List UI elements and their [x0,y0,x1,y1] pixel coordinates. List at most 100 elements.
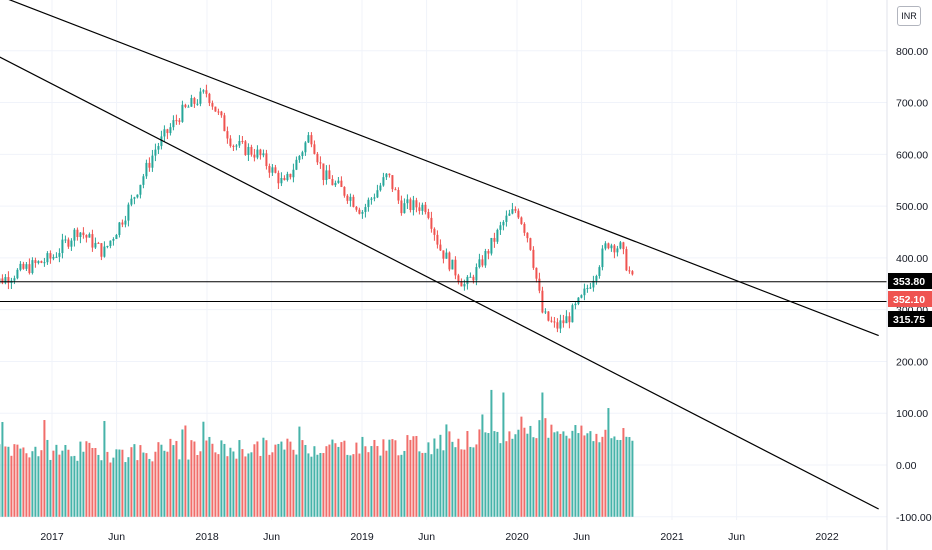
candle-body [568,316,571,323]
candle-body [493,237,496,242]
volume-bar [193,441,196,517]
volume-bar [262,437,265,517]
candle-body [133,197,136,199]
volume-bar [49,459,52,517]
volume-bar [295,454,298,517]
candle-body [58,253,61,257]
candle-body [517,210,520,218]
volume-bar [544,418,547,517]
volume-bar [532,437,535,517]
volume-bar [88,442,91,517]
candle-body [298,156,301,160]
candle-body [223,115,226,132]
candle-body [544,311,547,313]
trend-lines[interactable] [0,0,879,510]
candle-body [88,234,91,238]
candle-body [451,259,454,270]
candle-body [313,144,316,154]
candle-body [472,276,475,281]
volume-bar [580,425,583,517]
volume-bar [1,422,4,517]
volume-bar [613,436,616,517]
candle-body [595,276,598,281]
candle-body [130,198,133,205]
volume-bar [400,454,403,517]
volume-bar [202,421,205,517]
volume-bar [253,444,256,517]
candle-body [49,253,52,259]
candle-body [67,239,70,247]
candle-body [118,222,121,235]
candle-body [235,145,238,147]
volume-bar [259,455,262,517]
price-tag [888,291,932,307]
trend-line[interactable] [0,51,879,510]
candle-body [343,186,346,196]
y-tick-label: 100.00 [896,408,928,420]
volume-bar [553,432,556,517]
candle-body [481,259,484,266]
candle-body [196,103,199,105]
volume-bar [64,444,67,517]
volume-bar [232,451,235,517]
volume-bar [601,436,604,517]
candle-body [469,276,472,278]
time-axis[interactable]: 2017 Jun 2018 Jun 2019 Jun 2020 Jun 2021 Jun 2022 [40,531,839,543]
candle-body [136,194,139,198]
volume-bar [13,444,16,517]
candle-body [31,260,34,274]
volume-bar [505,441,508,517]
y-tick-label: -100.00 [896,512,932,524]
candle-body [121,222,124,225]
volume-bar [178,459,181,517]
volume-bar [481,414,484,517]
price-tag-label: 352.10 [893,294,925,306]
candle-body [376,190,379,198]
volume-bar [7,446,10,517]
volume-bar [451,441,454,517]
volume-bar [34,446,37,517]
volume-bar [433,438,436,517]
volume-bar [583,435,586,517]
candle-body [349,196,352,201]
candle-body [463,284,466,287]
x-tick-label: 2021 [660,531,684,543]
candle-body [112,239,115,241]
volume-bar [286,438,289,517]
candle-body [199,91,202,104]
volume-bar [25,453,28,517]
candle-body [502,221,505,226]
volume-bar [445,424,448,517]
currency-button[interactable]: INR [897,6,921,26]
candle-body [373,197,376,199]
candle-body [316,153,319,163]
volume-bar [16,444,19,517]
candle-body [292,169,295,178]
volume-bar [373,439,376,517]
candle-body [430,217,433,229]
candle-body [583,288,586,296]
candle-body [619,242,622,249]
candle-body [148,162,151,168]
x-tick-label: 2018 [195,531,219,543]
trend-line[interactable] [0,0,879,337]
candle-body [514,209,517,211]
candle-body [604,243,607,249]
candle-body [325,170,328,180]
price-tag-label: 353.80 [893,276,925,288]
candle-body [214,106,217,112]
candle-body [403,203,406,214]
volume-bar [73,455,76,517]
x-tick-label: 2019 [350,531,374,543]
candle-body [175,120,178,122]
candle-body [394,189,397,191]
candle-body [550,320,553,322]
volume-bar [361,436,364,517]
candle-body [109,240,112,247]
x-tick-label: 2022 [815,531,839,543]
volume-bar [298,426,301,517]
candle-body [301,152,304,157]
volume-bar [478,429,481,517]
volume-bar [145,453,148,517]
